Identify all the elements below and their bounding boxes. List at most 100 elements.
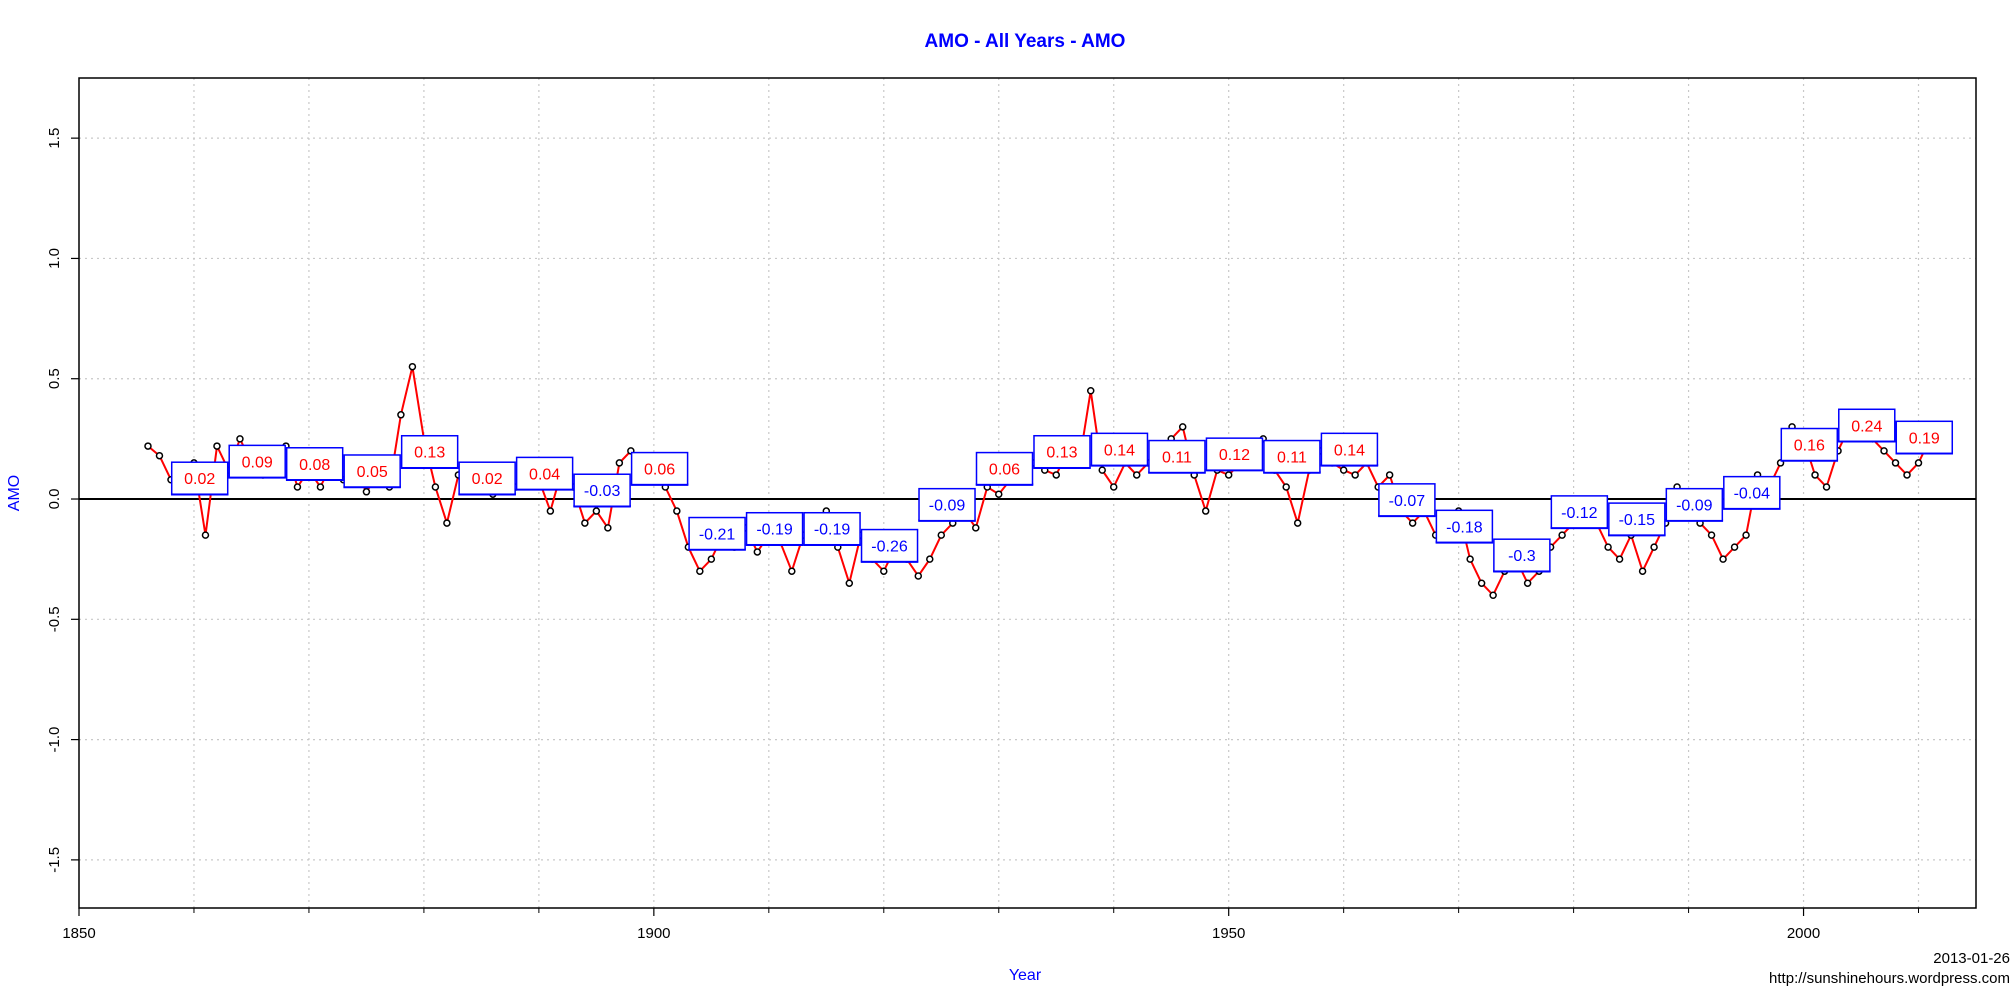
footer-source: http://sunshinehours.wordpress.com xyxy=(1769,970,2010,987)
average-box xyxy=(688,516,746,551)
average-label: 0.13 xyxy=(414,445,445,462)
data-point xyxy=(1880,447,1888,455)
data-point xyxy=(1109,483,1118,491)
average-box xyxy=(630,451,689,486)
average-box xyxy=(1320,432,1379,467)
average-box xyxy=(1263,439,1321,474)
data-point xyxy=(1282,483,1290,491)
data-point xyxy=(1604,543,1612,551)
x-axis-label: Year xyxy=(1009,967,1042,984)
x-tick-label: 1850 xyxy=(62,925,95,942)
average-box xyxy=(1780,427,1839,462)
data-point xyxy=(408,362,417,371)
period-average: 0.14 xyxy=(1090,432,1149,467)
average-label: 0.19 xyxy=(1909,430,1940,447)
average-box xyxy=(975,451,1034,486)
data-point xyxy=(696,567,704,575)
data-point xyxy=(546,507,555,515)
average-label: 0.11 xyxy=(1162,450,1192,467)
data-point xyxy=(1489,591,1497,599)
data-point xyxy=(581,519,589,527)
period-average: -0.21 xyxy=(688,516,746,551)
average-box xyxy=(860,528,919,563)
average-label: 0.13 xyxy=(1046,445,1077,462)
x-tick-label: 2000 xyxy=(1787,925,1820,942)
data-point xyxy=(604,524,612,532)
period-average: -0.04 xyxy=(1723,475,1781,510)
data-point xyxy=(1523,579,1532,587)
average-label: -0.03 xyxy=(584,483,621,500)
period-average: 0.09 xyxy=(228,444,286,479)
y-tick-label: 0.5 xyxy=(46,368,63,389)
data-point xyxy=(213,442,221,450)
period-average: -0.12 xyxy=(1550,495,1609,530)
period-average: -0.07 xyxy=(1378,483,1436,518)
period-average: 0.06 xyxy=(630,451,689,486)
period-average: 0.13 xyxy=(400,434,459,469)
average-label: 0.16 xyxy=(1794,438,1825,455)
data-point xyxy=(972,524,980,532)
data-point xyxy=(1903,471,1911,479)
average-box xyxy=(458,461,516,495)
data-point xyxy=(615,459,624,467)
period-average: -0.18 xyxy=(1435,509,1494,544)
data-point xyxy=(1615,555,1624,563)
period-average: 0.11 xyxy=(1148,439,1206,474)
y-axis: -1.5 -1.0 -0.5 0.0 0.5 1.0 1.5 xyxy=(46,128,79,873)
average-box xyxy=(343,454,401,488)
data-point xyxy=(1558,531,1566,539)
data-point xyxy=(914,572,923,580)
period-average: 0.02 xyxy=(170,461,229,496)
data-point xyxy=(1086,387,1095,395)
data-point xyxy=(155,451,164,460)
data-point xyxy=(592,507,601,515)
data-point xyxy=(788,567,796,575)
average-label: -0.3 xyxy=(1508,548,1536,565)
data-point xyxy=(1408,519,1417,527)
y-axis-label: AMO xyxy=(6,475,23,511)
average-box xyxy=(1033,434,1091,469)
period-average: 0.12 xyxy=(1205,437,1264,472)
data-point xyxy=(1098,466,1106,474)
period-averages: 0.02 0.09 0.08 0.05 0.13 0.02 0.04 -0.03 0.06 -0.… xyxy=(170,408,1954,573)
average-box xyxy=(1493,538,1551,572)
data-point xyxy=(1891,459,1900,467)
period-average: 0.04 xyxy=(515,456,574,491)
data-point xyxy=(926,555,934,563)
data-point xyxy=(316,483,325,491)
y-tick-label: 1.5 xyxy=(46,128,63,149)
average-label: -0.15 xyxy=(1619,512,1656,529)
period-average: 0.08 xyxy=(285,447,344,482)
data-point xyxy=(362,488,371,496)
data-point xyxy=(1730,543,1739,551)
period-average: 0.11 xyxy=(1263,439,1321,474)
x-tick-label: 1900 xyxy=(637,925,670,942)
period-average: -0.03 xyxy=(573,473,631,508)
period-average: -0.26 xyxy=(860,528,919,563)
average-label: 0.11 xyxy=(1277,450,1307,467)
x-axis: 1850 1900 1950 2000 xyxy=(62,908,1920,942)
data-point xyxy=(937,531,946,539)
data-point xyxy=(1707,531,1716,539)
period-average: 0.05 xyxy=(343,454,401,489)
period-average: 0.19 xyxy=(1895,420,1954,455)
average-box xyxy=(1723,475,1781,510)
period-average: 0.14 xyxy=(1320,432,1379,467)
grid-lines xyxy=(79,78,1976,908)
average-label: -0.07 xyxy=(1389,493,1426,510)
data-point xyxy=(293,483,302,491)
data-point xyxy=(1339,466,1348,474)
average-label: 0.06 xyxy=(989,462,1020,479)
chart-title: AMO - All Years - AMO xyxy=(925,31,1126,52)
period-average: -0.09 xyxy=(918,487,976,522)
average-box xyxy=(1378,483,1436,517)
period-average: -0.15 xyxy=(1608,502,1666,537)
average-label: 0.09 xyxy=(242,454,273,471)
average-label: -0.12 xyxy=(1561,505,1598,522)
y-tick-label: 0.0 xyxy=(46,489,63,510)
average-box xyxy=(1838,408,1896,443)
average-label: -0.09 xyxy=(1676,498,1713,515)
footer-date: 2013-01-26 xyxy=(1933,950,2010,967)
data-point xyxy=(201,531,210,539)
